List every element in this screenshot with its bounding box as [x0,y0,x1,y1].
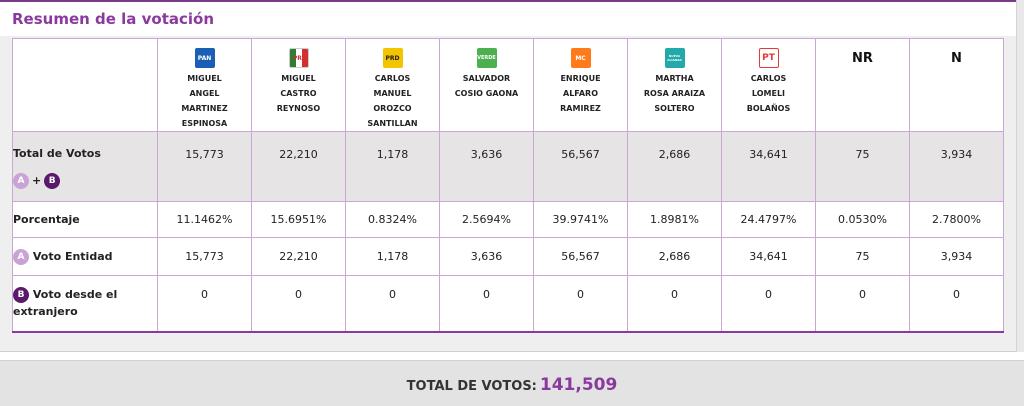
table-cell: 0 [533,275,628,333]
percent-row: Porcentaje 11.1462% 15.6951% 0.8324% 2.5… [12,201,1004,238]
nueva-alianza-logo-icon: NUEVA ALIANZA [664,48,685,68]
total-votes-summary: TOTAL DE VOTOS: 141,509 [0,375,1024,395]
table-cell: 3,934 [909,237,1004,276]
total-votes-row: Total de Votos A + B 15,773 22,210 1,178 3… [12,131,1004,202]
total-votes-summary-label: TOTAL DE VOTOS: [406,379,537,394]
table-cell: 75 [815,131,910,202]
candidate-name: CARLOS MANUEL OROZCO SANTILLAN [367,74,418,128]
table-cell: 2,686 [627,237,722,276]
candidate-name: ENRIQUE ALFARO RAMIREZ [560,74,601,113]
table-cell: 1,178 [345,131,440,202]
candidate-header: NUEVA ALIANZA MARTHA ROSA ARAIZA SOLTERO [627,38,722,132]
candidate-header: PT CARLOS LOMELI BOLAÑOS [721,38,816,132]
table-cell: 3,636 [439,237,534,276]
pan-logo-icon: PAN [194,48,215,68]
table-cell: 22,210 [251,237,346,276]
table-cell: 56,567 [533,237,628,276]
table-cell: 3,934 [909,131,1004,202]
table-cell: 15,773 [157,237,252,276]
candidate-name: MIGUEL ANGEL MARTINEZ ESPINOSA [181,74,228,128]
table-cell: 0.0530% [815,201,910,238]
table-cell: 0 [157,275,252,333]
table-cell: 56,567 [533,131,628,202]
voto-extranjero-label: B Voto desde el extranjero [12,275,158,333]
table-cell: 2.7800% [909,201,1004,238]
table-cell: 3,636 [439,131,534,202]
table-cell: 0 [251,275,346,333]
total-votes-summary-value: 141,509 [539,375,618,395]
badge-a-icon: A [13,248,29,265]
table-cell: 0 [439,275,534,333]
scrollbar-track[interactable] [1016,0,1024,352]
candidate-header: PAN MIGUEL ANGEL MARTINEZ ESPINOSA [157,38,252,132]
table-cell: 75 [815,237,910,276]
table-cell: 22,210 [251,131,346,202]
votes-table: PAN MIGUEL ANGEL MARTINEZ ESPINOSA PRI MIGU… [12,38,1004,333]
candidate-header: PRI MIGUEL CASTRO REYNOSO [251,38,346,132]
prd-logo-icon: PRD [382,48,403,68]
total-footer [0,360,1024,406]
section-title: Resumen de la votación [12,10,215,28]
table-cell: 0 [815,275,910,333]
table-cell: 2,686 [627,131,722,202]
voto-entidad-label: A Voto Entidad [12,237,158,276]
table-cell: 0 [627,275,722,333]
badge-b-icon: B [13,287,29,304]
table-cell: 0 [345,275,440,333]
header-empty-cell [12,38,158,132]
table-cell: 34,641 [721,237,816,276]
candidate-name: CARLOS LOMELI BOLAÑOS [746,74,791,113]
table-cell: 39.9741% [533,201,628,238]
table-cell: 0 [721,275,816,333]
candidate-header: MC ENRIQUE ALFARO RAMIREZ [533,38,628,132]
voto-extranjero-row: B Voto desde el extranjero 0 0 0 0 0 0 0 … [12,275,1004,333]
candidate-name: MARTHA ROSA ARAIZA SOLTERO [643,74,706,113]
badge-b-icon: B [44,173,61,189]
candidate-header: VERDE SALVADOR COSIO GAONA [439,38,534,132]
badge-a-icon: A [13,173,29,189]
table-cell: 2.5694% [439,201,534,238]
pvem-logo-icon: VERDE [476,48,497,68]
candidate-header: PRD CARLOS MANUEL OROZCO SANTILLAN [345,38,440,132]
nr-header: NR [815,38,910,132]
pri-logo-icon: PRI [288,48,309,68]
top-accent-line [0,0,1016,2]
candidate-name: MIGUEL CASTRO REYNOSO [276,74,321,113]
voto-entidad-row: A Voto Entidad 15,773 22,210 1,178 3,636… [12,237,1004,276]
table-cell: 15.6951% [251,201,346,238]
mc-logo-icon: MC [570,48,591,68]
percent-label: Porcentaje [12,201,158,238]
table-cell: 1.8981% [627,201,722,238]
table-cell: 1,178 [345,237,440,276]
candidate-name: SALVADOR COSIO GAONA [454,74,519,98]
table-cell: 24.4797% [721,201,816,238]
table-cell: 0.8324% [345,201,440,238]
table-cell: 15,773 [157,131,252,202]
total-votes-label: Total de Votos A + B [12,131,158,202]
header-row: PAN MIGUEL ANGEL MARTINEZ ESPINOSA PRI MIGU… [12,38,1004,132]
pt-logo-icon: PT [758,48,779,68]
n-header: N [909,38,1004,132]
table-cell: 11.1462% [157,201,252,238]
table-cell: 34,641 [721,131,816,202]
table-cell: 0 [909,275,1004,333]
